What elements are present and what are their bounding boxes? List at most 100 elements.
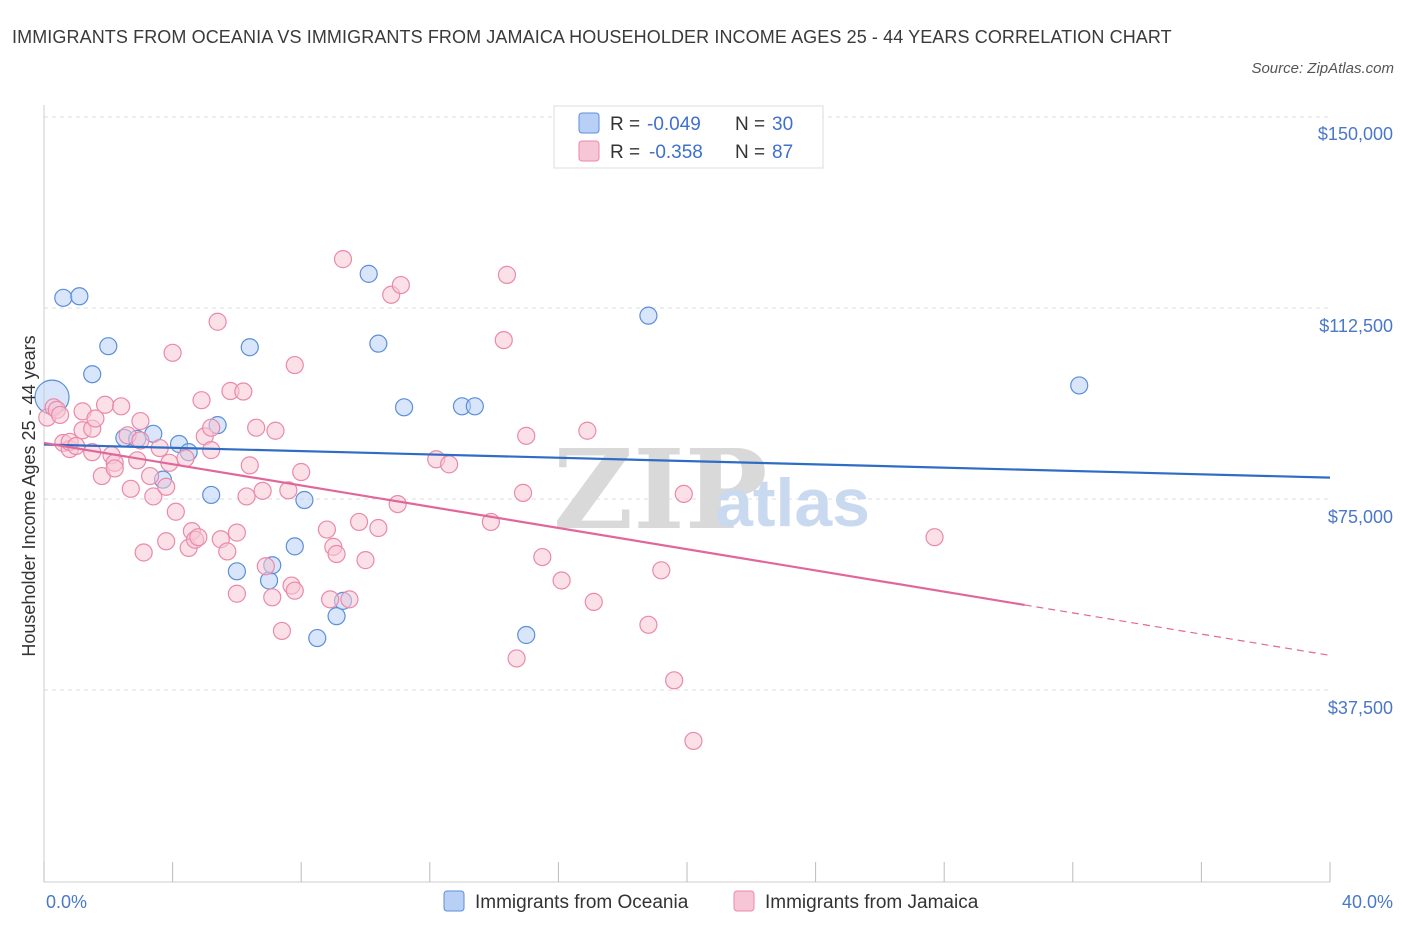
data-point-oceania [639, 306, 658, 325]
data-point-jamaica [202, 418, 221, 437]
y-tick-label-75000: $75,000 [1328, 507, 1393, 527]
trend-line-jamaica-extension [1024, 604, 1331, 656]
x-tick-label-max: 40.0% [1342, 892, 1393, 912]
scatter-points [34, 250, 1089, 751]
axes [43, 105, 1331, 883]
data-point-jamaica [218, 542, 237, 561]
data-point-jamaica [513, 483, 533, 502]
data-point-jamaica [176, 449, 195, 468]
data-point-jamaica [494, 330, 513, 350]
data-point-oceania [70, 287, 89, 306]
data-point-jamaica [256, 557, 275, 576]
data-point-oceania [54, 288, 73, 307]
data-point-oceania [327, 607, 346, 626]
trend-line-oceania [43, 443, 1331, 479]
bottom-legend-label-jamaica: Immigrants from Jamaica [765, 892, 979, 913]
legend-r-value-jamaica: -0.358 [649, 142, 703, 163]
data-point-jamaica [285, 581, 304, 600]
data-point-jamaica [497, 265, 517, 284]
data-point-jamaica [134, 543, 153, 562]
data-point-jamaica [665, 671, 684, 690]
data-point-oceania [308, 628, 327, 648]
data-point-oceania [83, 365, 102, 384]
data-point-jamaica [272, 621, 292, 641]
bottom-legend-swatch-oceania [443, 890, 465, 912]
data-point-jamaica [327, 544, 346, 564]
legend-r-label-jamaica: R = [610, 142, 640, 163]
data-point-oceania [285, 537, 304, 556]
data-point-jamaica [95, 395, 115, 414]
data-point-jamaica [86, 409, 105, 428]
data-point-jamaica [157, 477, 176, 496]
data-point-jamaica [166, 502, 185, 521]
data-point-jamaica [349, 512, 369, 532]
data-point-jamaica [237, 487, 256, 506]
data-point-oceania [359, 264, 378, 283]
data-point-jamaica [112, 397, 131, 416]
data-point-jamaica [50, 405, 70, 425]
data-point-jamaica [391, 275, 410, 295]
data-point-jamaica [279, 481, 298, 500]
data-point-jamaica [684, 731, 703, 751]
data-point-jamaica [674, 484, 693, 504]
data-point-jamaica [240, 456, 259, 475]
legend-r-value-oceania: -0.049 [647, 114, 701, 135]
data-point-jamaica [285, 355, 304, 375]
data-point-oceania [295, 490, 314, 510]
data-point-oceania [517, 625, 536, 645]
data-point-jamaica [131, 431, 150, 450]
data-point-jamaica [321, 590, 340, 609]
y-axis-label: Householder Income Ages 25 - 44 years [19, 335, 39, 656]
data-point-jamaica [227, 523, 246, 542]
data-point-jamaica [639, 615, 658, 634]
x-tick-label-min: 0.0% [46, 892, 87, 912]
y-tick-label-112500: $112,500 [1319, 316, 1393, 336]
data-point-jamaica [144, 487, 163, 506]
data-point-jamaica [584, 592, 603, 611]
trend-line-jamaica [43, 441, 1025, 607]
chart-title: IMMIGRANTS FROM OCEANIA VS IMMIGRANTS FR… [12, 27, 1172, 47]
legend: R = -0.049 N = 30 R = -0.358 N = 87 [553, 105, 824, 169]
data-point-jamaica [333, 250, 353, 269]
data-point-oceania [240, 338, 259, 357]
data-point-jamaica [140, 466, 160, 486]
legend-n-value-oceania: 30 [772, 114, 793, 135]
data-point-jamaica [369, 518, 388, 538]
data-point-oceania [1070, 376, 1089, 395]
data-point-jamaica [105, 459, 124, 478]
legend-swatch-jamaica [578, 140, 600, 162]
data-point-jamaica [163, 343, 182, 362]
data-point-jamaica [517, 426, 536, 445]
source-label: Source: ZipAtlas.com [1251, 60, 1394, 77]
data-point-jamaica [131, 411, 150, 431]
data-point-jamaica [317, 520, 337, 539]
legend-n-label-jamaica: N = [735, 142, 765, 163]
trend-lines [43, 441, 1331, 656]
data-point-jamaica [121, 479, 140, 498]
legend-r-label-oceania: R = [610, 114, 640, 135]
data-point-jamaica [227, 584, 246, 603]
data-point-jamaica [578, 421, 597, 440]
data-point-oceania [227, 562, 246, 581]
legend-swatch-oceania [578, 112, 600, 134]
data-point-jamaica [234, 382, 253, 401]
data-point-jamaica [208, 312, 227, 331]
data-point-jamaica [189, 528, 208, 547]
data-point-oceania [99, 337, 118, 356]
data-point-jamaica [652, 561, 671, 580]
legend-n-value-jamaica: 87 [772, 142, 793, 163]
data-point-jamaica [253, 481, 272, 500]
data-point-jamaica [925, 528, 944, 547]
data-point-jamaica [202, 441, 221, 460]
data-point-jamaica [263, 588, 282, 607]
data-point-jamaica [552, 571, 571, 590]
y-tick-label-37500: $37,500 [1328, 698, 1393, 718]
data-point-jamaica [356, 551, 375, 570]
legend-n-label-oceania: N = [735, 114, 765, 135]
data-point-jamaica [533, 547, 552, 567]
data-point-jamaica [507, 649, 526, 668]
data-point-oceania [394, 398, 414, 417]
watermark: ZIP atlas [553, 425, 870, 554]
bottom-legend-swatch-jamaica [733, 890, 755, 912]
